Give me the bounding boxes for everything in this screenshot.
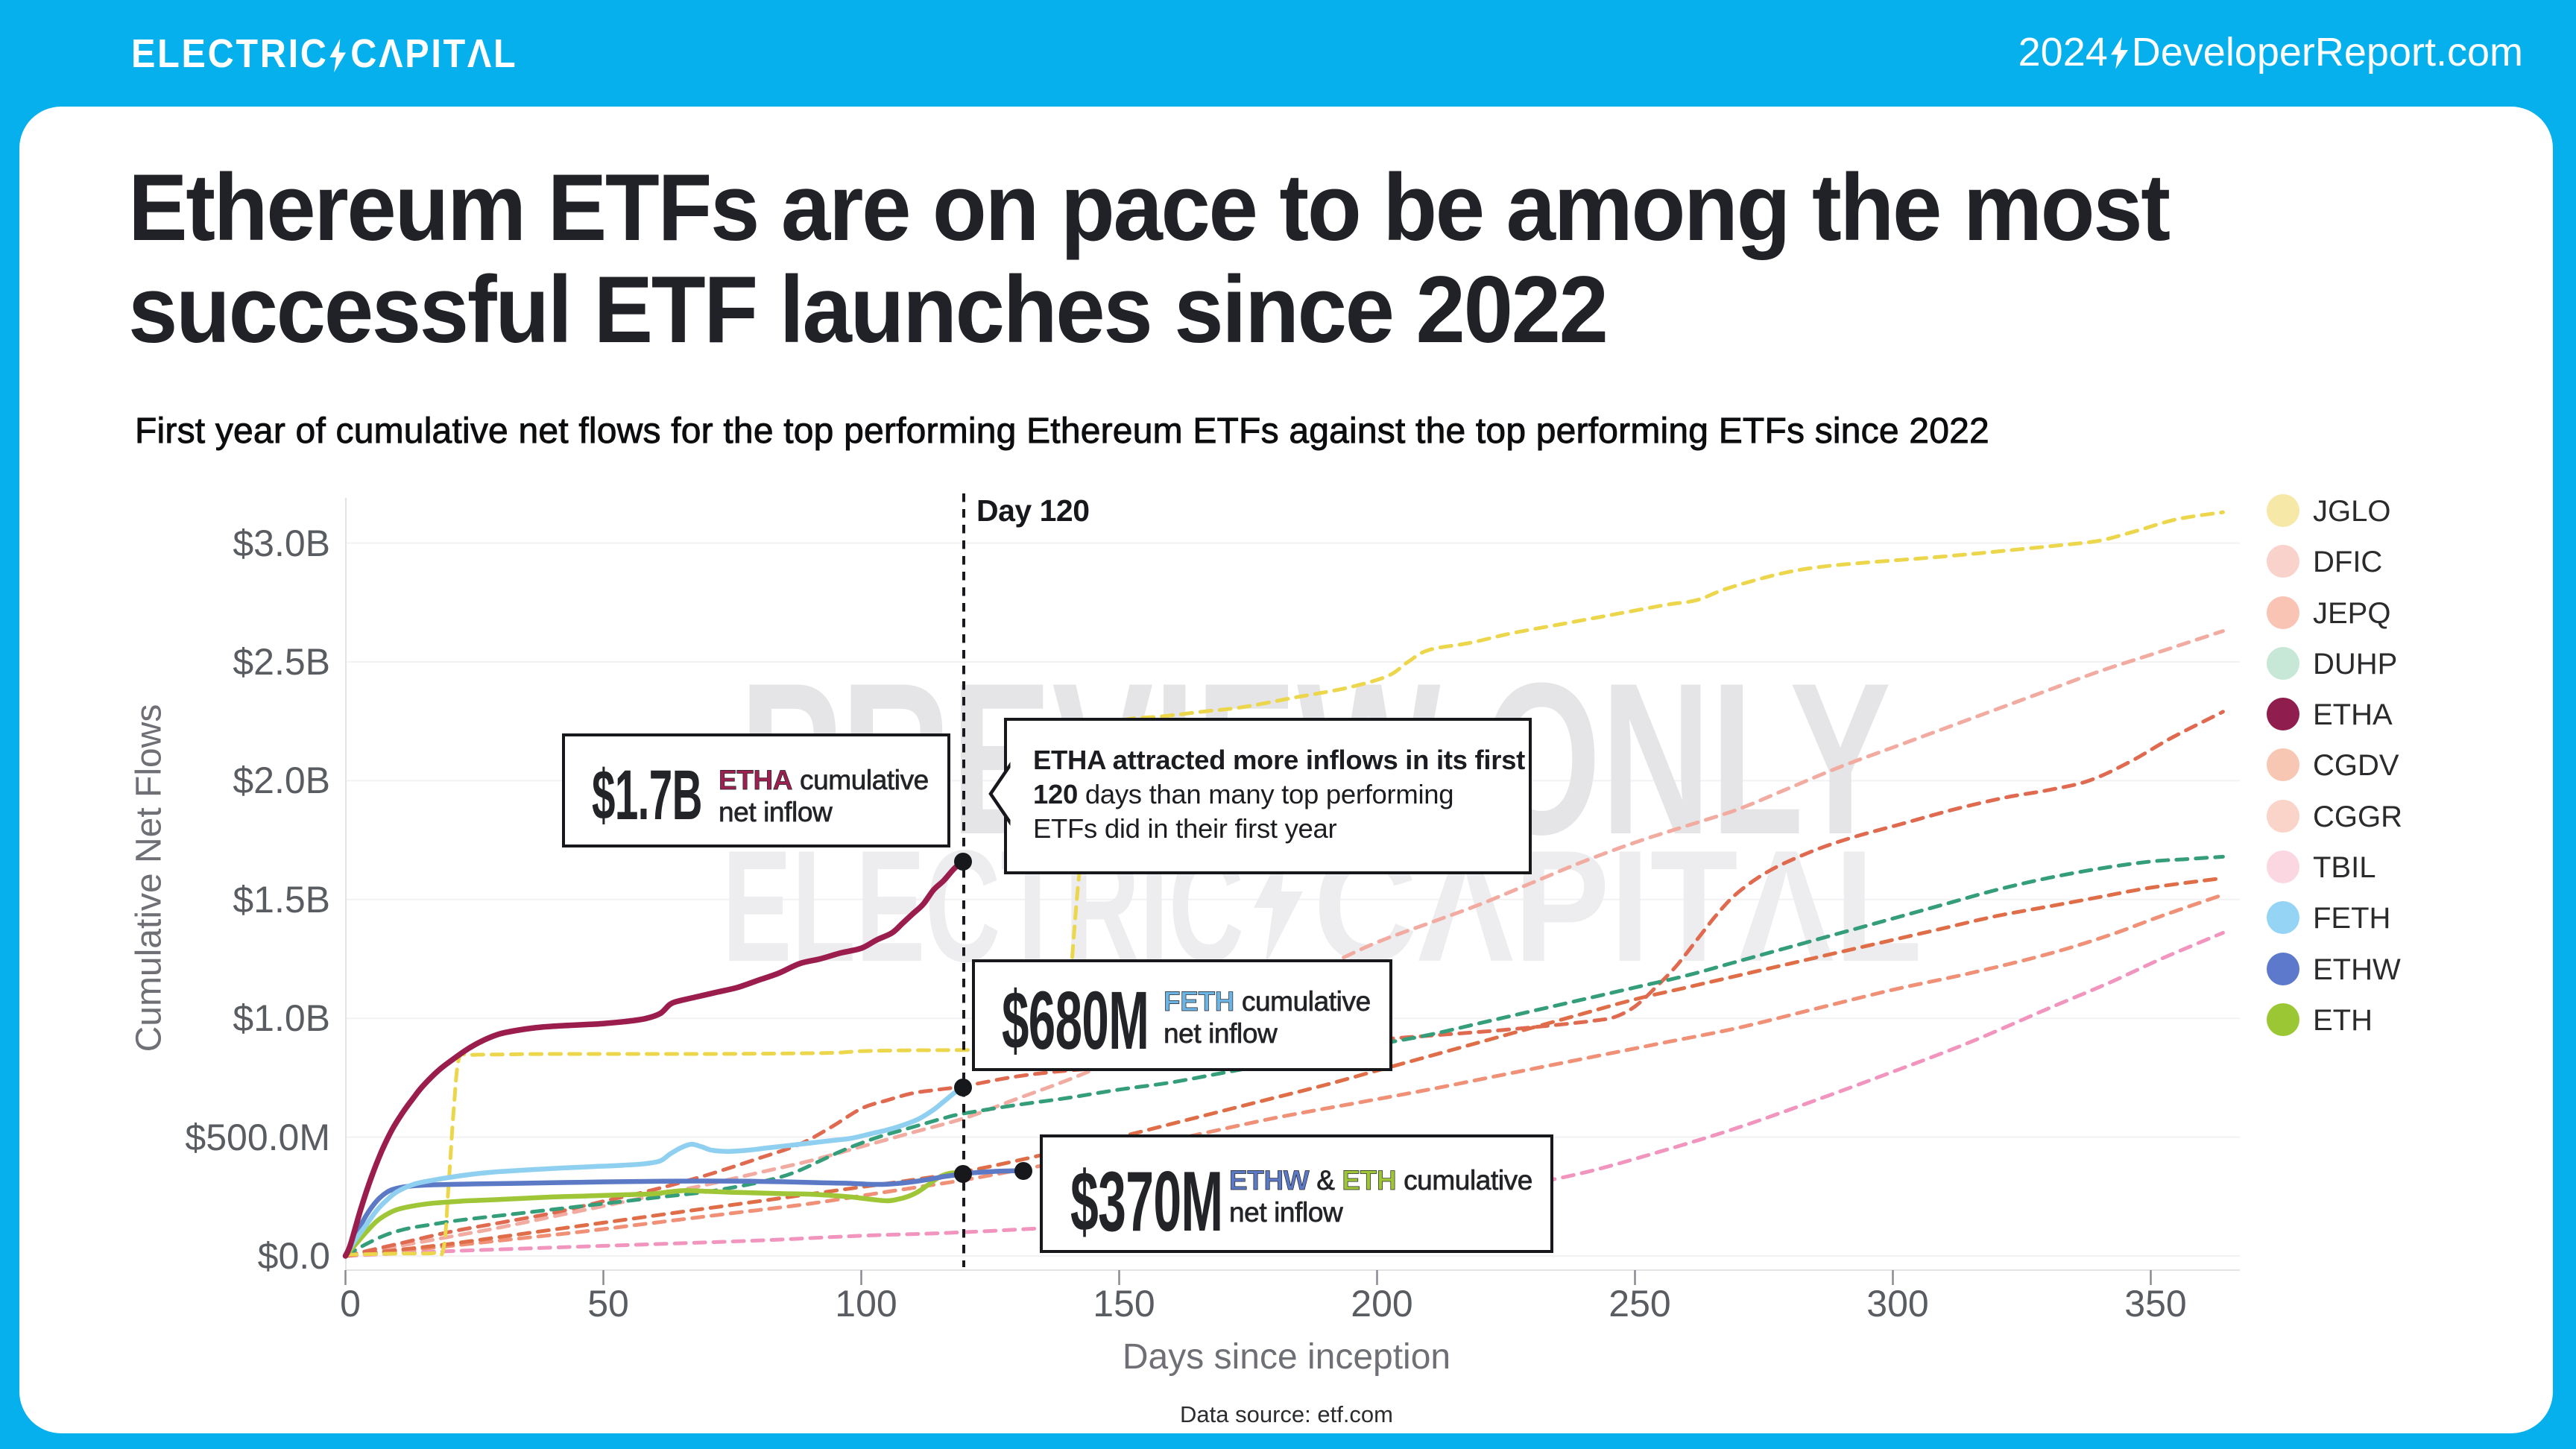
svg-text:ETH: ETH <box>2313 1004 2373 1037</box>
svg-text:DFIC: DFIC <box>2313 546 2382 578</box>
svg-text:JGLO: JGLO <box>2313 495 2390 528</box>
svg-text:ETHW: ETHW <box>2313 953 2401 986</box>
svg-text:CGDV: CGDV <box>2313 749 2399 782</box>
svg-text:JEPQ: JEPQ <box>2313 597 2390 630</box>
svg-text:FETH: FETH <box>2313 902 2390 935</box>
svg-text:CGGR: CGGR <box>2313 801 2402 833</box>
svg-text:TBIL: TBIL <box>2313 851 2375 884</box>
svg-text:ETHA: ETHA <box>2313 698 2393 731</box>
svg-text:DUHP: DUHP <box>2313 648 2397 681</box>
